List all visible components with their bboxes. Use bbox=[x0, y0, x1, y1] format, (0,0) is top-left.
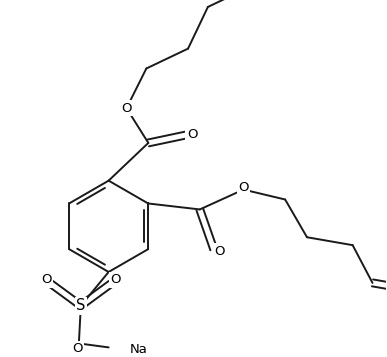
Text: Na: Na bbox=[130, 343, 147, 356]
Text: O: O bbox=[41, 273, 51, 286]
Text: O: O bbox=[110, 273, 121, 286]
Text: O: O bbox=[187, 129, 197, 141]
Text: S: S bbox=[76, 298, 86, 313]
Text: O: O bbox=[238, 181, 249, 194]
Text: O: O bbox=[214, 245, 225, 258]
Text: O: O bbox=[73, 342, 83, 355]
Text: O: O bbox=[121, 102, 132, 115]
